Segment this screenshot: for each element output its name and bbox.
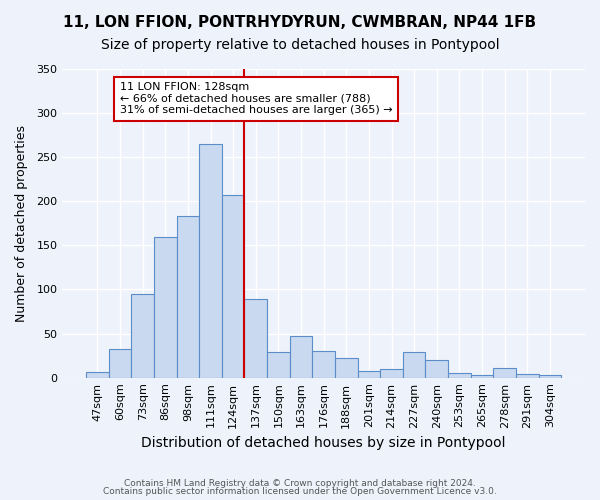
Y-axis label: Number of detached properties: Number of detached properties <box>15 125 28 322</box>
Bar <box>222 195 244 378</box>
Bar <box>176 216 199 378</box>
Bar <box>425 360 448 378</box>
Bar <box>335 358 358 378</box>
Bar <box>131 294 154 378</box>
X-axis label: Distribution of detached houses by size in Pontypool: Distribution of detached houses by size … <box>142 436 506 450</box>
Text: 11 LON FFION: 128sqm
← 66% of detached houses are smaller (788)
31% of semi-deta: 11 LON FFION: 128sqm ← 66% of detached h… <box>120 82 392 116</box>
Bar <box>471 375 493 378</box>
Text: Size of property relative to detached houses in Pontypool: Size of property relative to detached ho… <box>101 38 499 52</box>
Bar <box>380 369 403 378</box>
Bar <box>199 144 222 378</box>
Bar <box>448 374 471 378</box>
Text: 11, LON FFION, PONTRHYDYRUN, CWMBRAN, NP44 1FB: 11, LON FFION, PONTRHYDYRUN, CWMBRAN, NP… <box>64 15 536 30</box>
Bar <box>290 336 313 378</box>
Bar <box>244 299 267 378</box>
Bar <box>154 236 176 378</box>
Bar <box>313 351 335 378</box>
Bar <box>267 352 290 378</box>
Bar <box>493 368 516 378</box>
Bar <box>539 375 561 378</box>
Bar <box>358 370 380 378</box>
Bar <box>109 348 131 378</box>
Text: Contains HM Land Registry data © Crown copyright and database right 2024.: Contains HM Land Registry data © Crown c… <box>124 478 476 488</box>
Bar <box>86 372 109 378</box>
Bar <box>403 352 425 378</box>
Bar <box>516 374 539 378</box>
Text: Contains public sector information licensed under the Open Government Licence v3: Contains public sector information licen… <box>103 487 497 496</box>
